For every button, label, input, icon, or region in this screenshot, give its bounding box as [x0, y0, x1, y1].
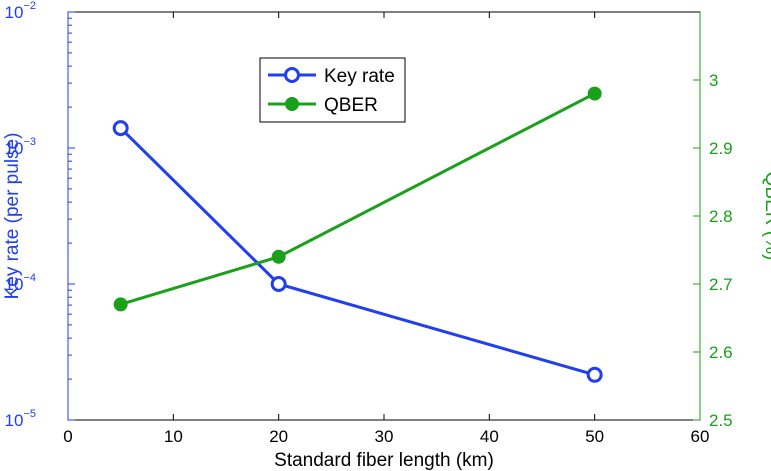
left-y-tick-label: 10−3 — [5, 136, 36, 158]
x-tick-label: 10 — [164, 427, 183, 446]
series-layer — [112, 86, 603, 383]
series-qber-point — [587, 86, 602, 101]
left-y-axis-ticks: 10−510−410−310−2 — [5, 0, 75, 430]
legend: Key rate QBER — [259, 57, 406, 123]
left-y-tick-exponent: −2 — [23, 0, 36, 12]
x-tick-label: 0 — [63, 427, 72, 446]
left-y-axis-label: Key rate (per pulse) — [2, 133, 23, 300]
right-y-axis-label: QBER (%) — [761, 172, 771, 261]
right-y-tick-label: 2.8 — [709, 207, 733, 226]
left-y-tick-exponent: −4 — [23, 272, 36, 284]
right-y-axis-ticks: 2.5 2.6 2.7 2.8 2.9 3 — [693, 12, 733, 430]
right-y-tick-label: 3 — [709, 71, 718, 90]
series-key-rate-point — [586, 366, 603, 383]
x-tick-label: 30 — [375, 427, 394, 446]
x-tick-label: 60 — [691, 427, 710, 446]
legend-qber-marker — [285, 97, 299, 111]
series-key-rate-point — [270, 276, 287, 292]
right-y-tick-label: 2.9 — [709, 139, 733, 158]
legend-key-rate-label: Key rate — [324, 66, 395, 87]
x-tick-label: 40 — [480, 427, 499, 446]
x-tick-label: 20 — [269, 427, 288, 446]
right-y-tick-label: 2.7 — [709, 275, 733, 294]
left-y-tick-base: 10 — [5, 411, 24, 430]
left-y-tick-label: 10−4 — [5, 272, 36, 294]
right-y-tick-label: 2.6 — [709, 343, 733, 362]
x-tick-label: 50 — [585, 427, 604, 446]
left-y-tick-exponent: −5 — [23, 408, 36, 420]
legend-box — [259, 57, 406, 123]
legend-qber-label: QBER — [324, 95, 378, 116]
series-qber-point — [271, 249, 286, 264]
legend-key-rate-marker — [284, 67, 300, 83]
series-qber-point — [113, 297, 128, 312]
series-key-rate-point — [112, 120, 129, 137]
right-y-tick-label: 2.5 — [709, 411, 733, 430]
left-y-tick-base: 10 — [5, 139, 24, 158]
left-y-tick-label: 10−5 — [5, 408, 36, 430]
left-y-tick-label: 10−2 — [5, 0, 36, 22]
left-y-tick-exponent: −3 — [23, 136, 36, 148]
x-axis-label: Standard fiber length (km) — [274, 450, 494, 471]
series-key-rate-line — [119, 127, 596, 377]
left-y-tick-base: 10 — [5, 275, 24, 294]
left-y-tick-base: 10 — [5, 3, 24, 22]
